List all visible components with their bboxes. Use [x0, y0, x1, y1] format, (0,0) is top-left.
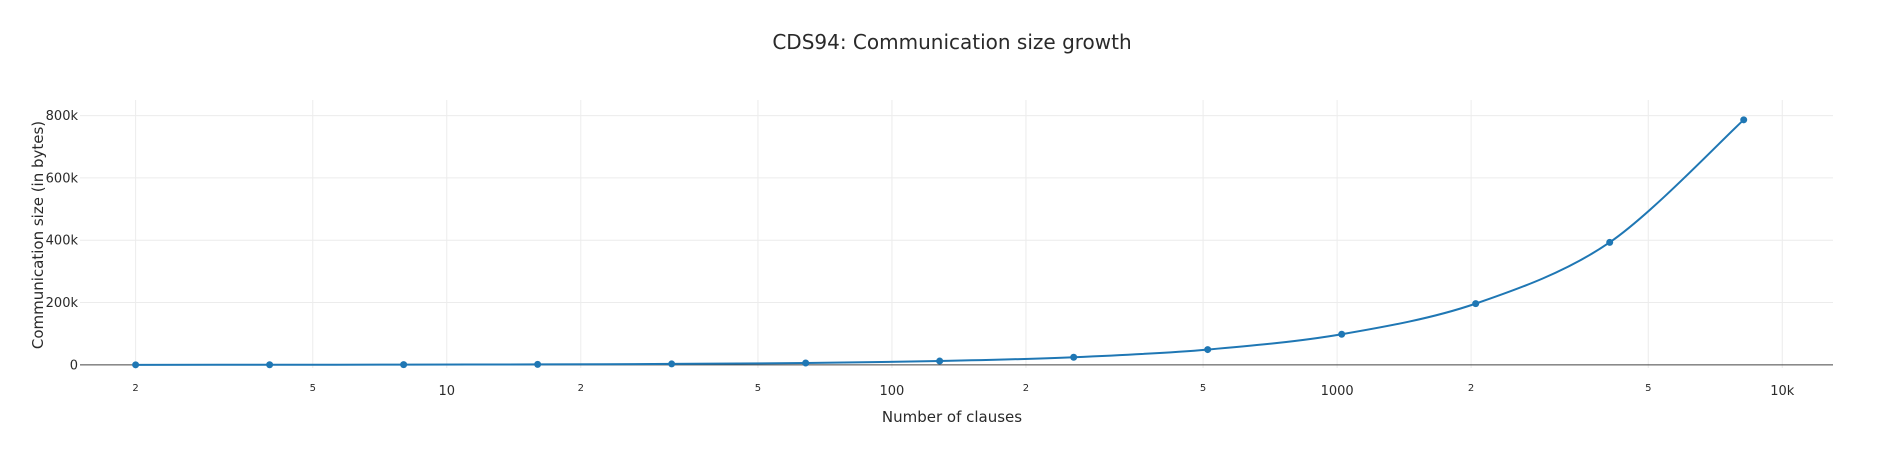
data-point: [668, 360, 676, 368]
series: [132, 116, 1748, 369]
y-tick-label: 0: [70, 358, 78, 373]
x-tick-label: 5: [755, 383, 761, 394]
data-point: [266, 361, 274, 369]
data-point: [132, 361, 140, 369]
x-tick-label: 5: [310, 383, 316, 394]
data-point: [400, 361, 408, 369]
x-tick-label: 5: [1645, 383, 1651, 394]
y-tick-label: 800k: [46, 109, 79, 124]
series-line: [135, 119, 1745, 366]
x-tick-label: 2: [1023, 383, 1029, 394]
data-point: [1740, 116, 1748, 124]
data-point: [1070, 353, 1078, 361]
grid: [80, 100, 1833, 368]
data-point: [1472, 300, 1480, 308]
data-point: [1338, 330, 1346, 338]
x-tick-label: 2: [1468, 383, 1474, 394]
x-tick-label: 10: [439, 384, 456, 399]
x-tick-label: 10k: [1770, 384, 1795, 399]
x-tick-label: 2: [578, 383, 584, 394]
x-tick-label: 5: [1200, 383, 1206, 394]
x-axis-title: Number of clauses: [882, 408, 1022, 426]
data-point: [802, 359, 810, 367]
data-point: [1606, 238, 1614, 246]
axes: 2 5 2 5 2 5 2 5 10 100 1000 10k 0 200k 400k 600k 800k: [46, 109, 1833, 399]
y-tick-label: 600k: [46, 171, 79, 186]
data-point: [1204, 346, 1212, 354]
x-tick-label: 1000: [1321, 384, 1354, 399]
data-point: [534, 360, 542, 368]
x-tick-label: 100: [880, 384, 905, 399]
y-tick-label: 200k: [46, 296, 79, 311]
data-point: [936, 357, 944, 365]
x-tick-label: 2: [132, 383, 138, 394]
chart-title: CDS94: Communication size growth: [772, 30, 1131, 54]
y-tick-label: 400k: [46, 234, 79, 249]
y-axis-title: Communication size (in bytes): [29, 121, 47, 349]
